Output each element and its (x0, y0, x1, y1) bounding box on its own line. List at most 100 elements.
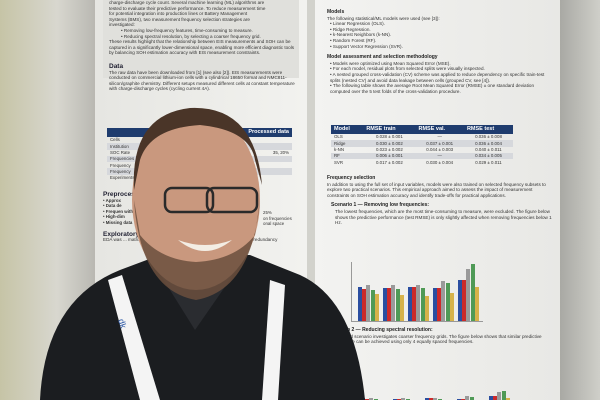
poster-text: The following statistical/ML models were… (327, 15, 440, 21)
table-cell: 0.029 ± 0.011 (475, 159, 502, 165)
poster-text: investigated: (109, 22, 135, 28)
table-cell: 0.040 ± 0.011 (475, 146, 502, 152)
chart-bar (470, 263, 475, 321)
chart-bar (497, 392, 502, 400)
smile-teeth (178, 240, 232, 251)
table-cell: 0.036 ± 0.004 (463, 140, 513, 147)
chart-bar (401, 397, 406, 400)
chart-bar (408, 286, 412, 321)
table-header: RMSE test (463, 125, 513, 134)
scenario-title: Scenario 1 — Removing low frequencies: (331, 202, 430, 209)
chart-bar (369, 397, 374, 400)
table-cell: 0.017 ± 0.002 (375, 159, 403, 165)
lanyard-right (262, 280, 285, 400)
chart-bar (501, 390, 506, 400)
chart-bar (445, 282, 450, 321)
chart-bar (437, 398, 442, 400)
poster-bullet: For each model, residual plots from sele… (330, 66, 552, 72)
model-item: Ridge Regression. (330, 27, 552, 33)
chart-bar (462, 280, 467, 321)
poster-text: The second scenario investigates coarser… (329, 333, 542, 345)
table-cell: Cells (110, 137, 120, 143)
chart-bar (469, 397, 474, 400)
table-cell: — (437, 134, 442, 140)
chart-bar (370, 289, 375, 321)
glasses-right-lens (205, 186, 259, 214)
chart-bar (466, 268, 471, 321)
model-item: Linear Regression (OLS). (330, 21, 552, 27)
glasses-left-lens (163, 186, 215, 214)
chart-bar (424, 296, 429, 321)
table-cell: — (415, 152, 464, 160)
poster-bullet: The following table shows the average Ro… (330, 83, 552, 94)
poster-text: for potential integration into productio… (109, 11, 248, 17)
poster-text: The raw data have been downloaded from [… (109, 69, 295, 92)
table-cell: 0.028 ± 0.001 (375, 134, 403, 140)
table-cell: 0.030 ± 0.002 (363, 140, 416, 147)
poster-text: tested to evaluate their predictive perf… (109, 5, 266, 11)
section-heading: Models (327, 9, 345, 15)
poster-bullet: Missing data (103, 220, 299, 226)
poster-bullet: Data de (103, 203, 299, 209)
poster-text: 25% (263, 210, 272, 215)
poster-bullet: Removing low-frequency features, time-co… (121, 28, 297, 34)
poster-text: on frequencies (263, 215, 292, 221)
poster-text: These results highlight that the relatio… (109, 39, 295, 56)
poster-bullet: Approx (103, 198, 299, 204)
table-header: RMSE val. (415, 125, 464, 134)
table-cell: 0.044 ± 0.003 (426, 146, 454, 152)
beard (134, 200, 260, 300)
chart-bar (395, 288, 400, 321)
poster-board-gap (307, 0, 315, 400)
table-row: SVR 0.017 ± 0.002 0.030 ± 0.004 0.029 ± 0.0… (331, 159, 513, 165)
chart-bar (433, 287, 437, 321)
chart-bar (362, 288, 367, 321)
section-heading: Exploratory (103, 230, 140, 238)
scenario1-bar-chart (351, 262, 483, 322)
chart-bar (505, 398, 510, 400)
chart-bar (393, 398, 397, 400)
chart-bar (397, 398, 402, 400)
poster-bullet: Models were optimized using Mean Squared… (330, 61, 552, 67)
chart-bar (425, 398, 429, 400)
lanyard-left (108, 275, 160, 400)
chart-bar (465, 396, 470, 400)
chart-bar (458, 280, 462, 321)
table-cell: Frequency (110, 162, 131, 168)
poster-bullet: High-dim (103, 214, 299, 220)
table-header: Model (331, 125, 364, 134)
section-heading: Model assessment and selection methodolo… (327, 54, 438, 61)
chart-bar (493, 396, 498, 400)
chart-bar (441, 281, 446, 321)
table-cell: SVR (334, 159, 344, 165)
table-row: OLS 0.028 ± 0.001 — 0.036 ± 0.008 (331, 134, 513, 140)
table-cell: k-NN (334, 146, 344, 152)
chart-bar (416, 284, 421, 321)
model-item: k-Nearest Neighbors (k-NN). (330, 32, 552, 38)
table-row: RF 0.006 ± 0.001—0.034 ± 0.005 (331, 152, 513, 160)
chart-bar (374, 294, 379, 321)
right-poster: Models The following statistical/ML mode… (315, 0, 560, 400)
section-heading: Preprocessing (103, 191, 149, 198)
section-heading: Data (109, 62, 124, 70)
lanyard-logo-text: dk (116, 318, 129, 331)
model-item: Support Vector Regression (SVR). (330, 44, 552, 50)
table-cell: 0.037 ± 0.001 (415, 140, 464, 147)
chart-bar (461, 398, 466, 400)
table-cell: 0.006 ± 0.001 (363, 152, 416, 160)
scenario-title: Scenario 2 — Reducing spectral resolutio… (329, 327, 433, 333)
table-cell: OLS (334, 134, 343, 140)
table-cell: 0.023 ± 0.002 (375, 146, 403, 152)
poster-text: charge-discharge cycle count. Several ma… (109, 0, 265, 5)
face (132, 110, 260, 290)
chart-bar (391, 284, 396, 321)
chart-bar (433, 397, 438, 400)
chart-bar (474, 286, 479, 321)
chart-bar (489, 396, 493, 400)
table-cell: 0.034 ± 0.005 (463, 152, 513, 160)
chart-bar (457, 398, 461, 400)
table-cell: Ridge (331, 140, 364, 147)
poster-bullet: Frequen with cubic (103, 209, 299, 215)
left-poster: charge-discharge cycle count. Several ma… (95, 0, 307, 400)
